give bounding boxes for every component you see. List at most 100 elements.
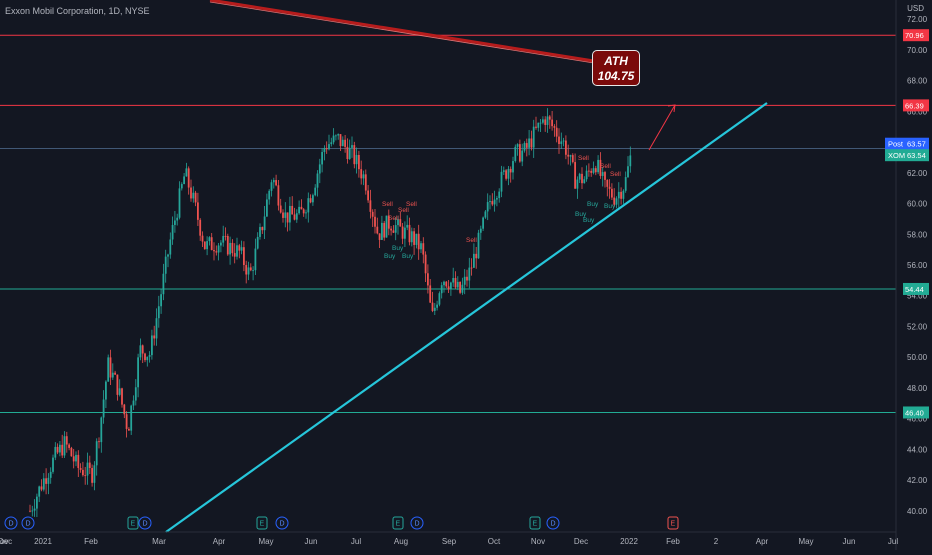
dividend-marker-label: D [280,521,285,528]
candle-body [174,220,176,225]
candle-body [238,245,241,251]
candle-body [256,236,259,249]
candle-body [355,154,358,165]
price-tick-label: 62.00 [907,169,928,178]
candle-body [141,345,144,354]
candle-body [226,236,229,255]
earnings-marker [529,516,541,530]
dividend-marker [410,516,424,530]
candle-body [629,155,632,167]
candle-body [562,140,565,142]
dividend-marker [546,516,560,530]
candle-body [201,235,204,242]
candle-body [321,152,323,165]
candle-body [551,119,553,127]
dividend-marker [21,516,35,530]
candle-body [277,185,280,206]
current-price-tag [885,149,929,162]
candle-body [581,173,583,184]
candle-body [479,228,482,233]
time-tick-label: 2021 [34,537,52,546]
candle-body [323,148,326,153]
candle-body [176,217,179,221]
candle-body [295,213,298,220]
candle-body [314,187,317,196]
earnings-marker [392,516,404,530]
time-tick-label: Apr [756,537,769,546]
candle-body [450,282,452,290]
candle-body [509,168,512,173]
candle-body [544,119,547,125]
candle-body [622,190,625,199]
candle-body [102,399,105,418]
candle-body [183,176,185,185]
candle-body [565,140,567,155]
forecast-arrowhead [667,104,676,113]
candle-body [49,471,52,478]
candle-body [270,182,273,191]
candle-body [123,404,126,415]
dividend-marker [4,516,18,530]
candle-body [307,198,310,213]
buy-signal-label: Buy [583,217,595,224]
price-tick-label: 70.00 [907,46,928,55]
candle-body [268,190,271,200]
candle-body [376,226,379,234]
candle-body [620,191,622,199]
dividend-marker-label: D [143,521,148,528]
earnings-marker-label: E [671,521,676,528]
candle-body [318,164,321,174]
candle-body [240,247,243,251]
candle-body [254,248,257,271]
symbol-title: Exxon Mobil Corporation, 1D, NYSE [5,6,150,16]
candle-body [293,214,296,220]
earnings-marker [667,516,679,530]
price-level-tag [903,406,929,419]
candle-body [38,486,41,497]
candle-body [284,212,287,218]
candle-body [70,447,73,457]
candle-body [567,154,570,157]
candle-body [364,174,367,191]
candle-body [445,281,448,287]
candle-body [473,253,475,268]
price-level-tag [903,282,929,295]
candle-body [558,136,560,144]
candle-body [454,278,457,288]
candle-body [146,356,149,361]
candle-body [521,150,524,162]
candle-body [367,190,369,201]
candle-body [420,243,422,250]
candle-body [305,212,307,214]
candle-body [312,195,314,203]
candle-body [537,122,540,128]
candle-body [410,231,413,243]
candle-body [134,387,137,401]
candle-body [615,198,618,205]
trendline [165,102,768,533]
candle-body [484,211,487,218]
candle-body [604,172,606,180]
ath-callout[interactable]: ATH 104.75 [592,50,640,86]
candle-body [105,381,107,400]
candle-body [597,159,599,173]
candle-body [243,247,245,265]
candle-body [599,159,602,176]
candle-body [197,202,199,220]
candle-body [539,122,542,124]
candle-body [417,233,420,250]
candle-body [406,224,409,228]
candle-body [486,202,489,212]
sell-signal-label: Sell [578,155,589,162]
candle-body [447,286,450,290]
candle-body [167,254,169,257]
candle-body [341,139,344,147]
sell-signal-label: Sell [406,201,417,208]
candle-body [178,188,181,218]
buy-signal-label: Buy [402,253,414,260]
candle-body [210,237,213,251]
candle-body [475,253,478,259]
candle-body [36,496,38,509]
